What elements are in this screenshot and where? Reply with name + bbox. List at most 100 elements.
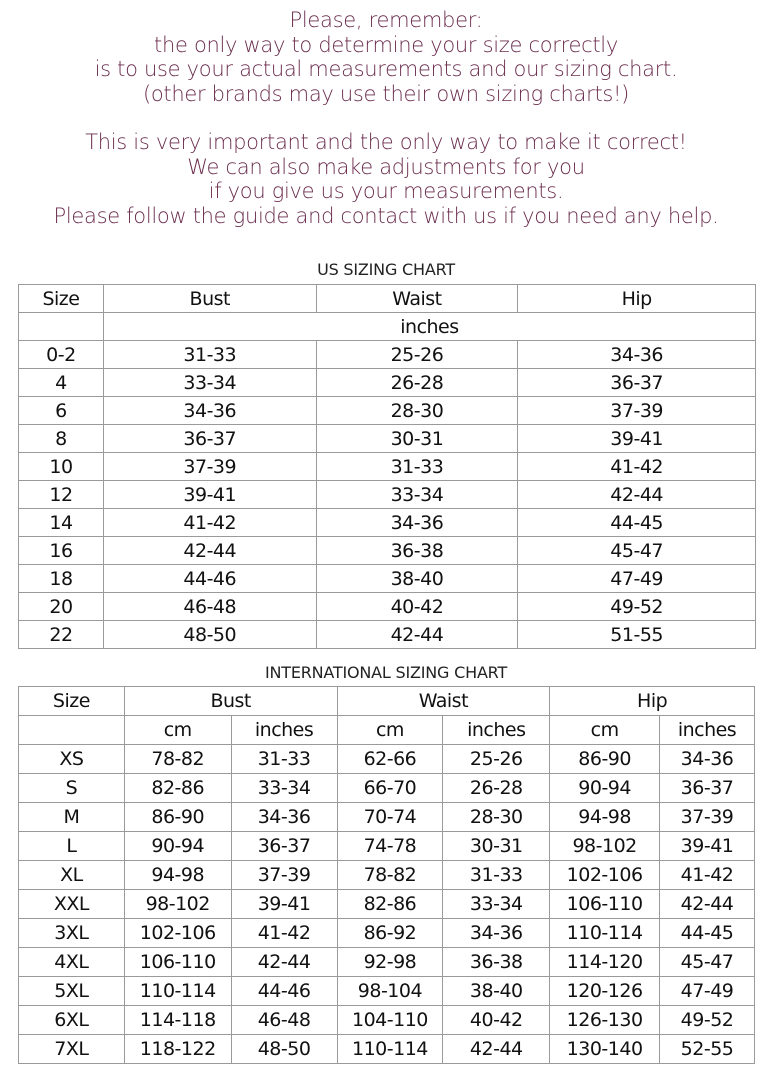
unit-row: cm inches cm inches cm inches [18, 715, 755, 745]
measurement-cell: 25-26 [442, 744, 551, 774]
measurement-cell: 51-55 [517, 620, 756, 649]
measurement-cell: 92-98 [336, 947, 444, 977]
measurement-cell: 36-37 [102, 424, 317, 453]
us-sizing-table: Size Bust Waist Hip inches 0-2 31-33 25-26 34-36… [18, 284, 757, 649]
measurement-cell: 44-46 [102, 564, 317, 593]
column-header: Size [18, 284, 104, 313]
measurement-cell: 44-45 [659, 918, 755, 948]
intro-line: is to use your actual measurements and o… [94, 57, 678, 81]
measurement-cell: 110-114 [336, 1034, 444, 1064]
measurement-cell: 41-42 [517, 452, 756, 481]
table-row: L 90-94 36-37 74-78 30-31 98-102 39-41 [18, 831, 755, 861]
intl-chart-title: INTERNATIONAL SIZING CHART [264, 663, 508, 682]
measurement-cell: 86-90 [549, 744, 661, 774]
measurement-cell: 42-44 [315, 620, 519, 649]
measurement-cell: 39-41 [659, 831, 755, 861]
table-row: 0-2 31-33 25-26 34-36 [18, 340, 756, 369]
measurement-cell: 78-82 [336, 860, 444, 890]
measurement-cell: 82-86 [123, 773, 232, 803]
empty-cell [18, 312, 104, 341]
size-cell: 20 [18, 592, 104, 621]
column-header: Hip [549, 686, 755, 716]
measurement-cell: 106-110 [123, 947, 232, 977]
size-cell: XS [18, 744, 125, 774]
size-cell: 0-2 [18, 340, 104, 369]
measurement-cell: 94-98 [549, 802, 661, 832]
measurement-cell: 110-114 [123, 976, 232, 1006]
measurement-cell: 104-110 [336, 1005, 444, 1035]
measurement-cell: 94-98 [123, 860, 232, 890]
measurement-cell: 36-38 [442, 947, 551, 977]
measurement-cell: 39-41 [102, 480, 317, 509]
measurement-cell: 82-86 [336, 889, 444, 919]
measurement-cell: 41-42 [659, 860, 755, 890]
measurement-cell: 37-39 [659, 802, 755, 832]
measurement-cell: 37-39 [517, 396, 756, 425]
measurement-cell: 37-39 [230, 860, 338, 890]
table-row: 6 34-36 28-30 37-39 [18, 396, 756, 425]
measurement-cell: 45-47 [659, 947, 755, 977]
unit-label: inches [102, 312, 757, 341]
measurement-cell: 98-102 [123, 889, 232, 919]
table-row: XS 78-82 31-33 62-66 25-26 86-90 34-36 [18, 744, 755, 774]
measurement-cell: 118-122 [123, 1034, 232, 1064]
size-cell: 12 [18, 480, 104, 509]
table-row: 22 48-50 42-44 51-55 [18, 620, 756, 649]
size-cell: 3XL [18, 918, 125, 948]
table-row: 14 41-42 34-36 44-45 [18, 508, 756, 537]
measurement-cell: 33-34 [230, 773, 338, 803]
intro-line: This is very important and the only way … [85, 130, 687, 154]
unit-label: inches [230, 715, 338, 745]
measurement-cell: 38-40 [442, 976, 551, 1006]
measurement-cell: 74-78 [336, 831, 444, 861]
measurement-cell: 47-49 [659, 976, 755, 1006]
table-row: 12 39-41 33-34 42-44 [18, 480, 756, 509]
table-row: 4 33-34 26-28 36-37 [18, 368, 756, 397]
intro-line: the only way to determine your size corr… [154, 32, 618, 57]
intro-line: if you give us your measurements. [208, 179, 564, 203]
measurement-cell: 42-44 [442, 1034, 551, 1064]
measurement-cell: 41-42 [230, 918, 338, 948]
table-row: 6XL 114-118 46-48 104-110 40-42 126-130 49-52 [18, 1005, 755, 1035]
size-cell: S [18, 773, 125, 803]
size-cell: L [18, 831, 125, 861]
measurement-cell: 120-126 [549, 976, 661, 1006]
table-row: M 86-90 34-36 70-74 28-30 94-98 37-39 [18, 802, 755, 832]
size-cell: 5XL [18, 976, 125, 1006]
measurement-cell: 33-34 [102, 368, 317, 397]
unit-label: inches [442, 715, 551, 745]
measurement-cell: 31-33 [315, 452, 519, 481]
measurement-cell: 37-39 [102, 452, 317, 481]
measurement-cell: 26-28 [442, 773, 551, 803]
column-header: Bust [102, 284, 317, 313]
intro-text: Please, remember: the only way to determ… [0, 8, 772, 228]
size-cell: XXL [18, 889, 125, 919]
measurement-cell: 49-52 [517, 592, 756, 621]
measurement-cell: 70-74 [336, 802, 444, 832]
header-row: Size Bust Waist Hip [18, 686, 755, 716]
measurement-cell: 28-30 [315, 396, 519, 425]
measurement-cell: 106-110 [549, 889, 661, 919]
intro-line: (other brands may use their own sizing c… [142, 81, 630, 106]
measurement-cell: 44-45 [517, 508, 756, 537]
measurement-cell: 26-28 [315, 368, 519, 397]
table-row: 4XL 106-110 42-44 92-98 36-38 114-120 45-47 [18, 947, 755, 977]
measurement-cell: 25-26 [315, 340, 519, 369]
measurement-cell: 36-37 [659, 773, 755, 803]
measurement-cell: 44-46 [230, 976, 338, 1006]
measurement-cell: 33-34 [315, 480, 519, 509]
measurement-cell: 98-104 [336, 976, 444, 1006]
measurement-cell: 86-92 [336, 918, 444, 948]
column-header: Size [18, 686, 125, 716]
measurement-cell: 46-48 [230, 1005, 338, 1035]
table-row: 20 46-48 40-42 49-52 [18, 592, 756, 621]
size-cell: 4XL [18, 947, 125, 977]
size-cell: 6XL [18, 1005, 125, 1035]
measurement-cell: 34-36 [102, 396, 317, 425]
measurement-cell: 33-34 [442, 889, 551, 919]
measurement-cell: 41-42 [102, 508, 317, 537]
measurement-cell: 36-37 [230, 831, 338, 861]
measurement-cell: 110-114 [549, 918, 661, 948]
measurement-cell: 42-44 [517, 480, 756, 509]
size-cell: 8 [18, 424, 104, 453]
